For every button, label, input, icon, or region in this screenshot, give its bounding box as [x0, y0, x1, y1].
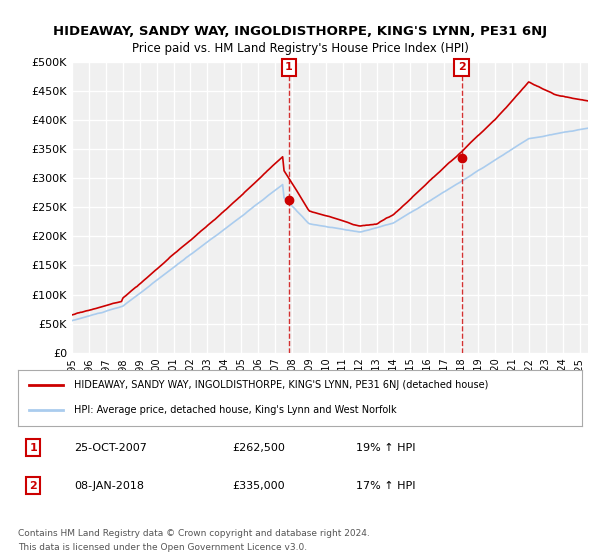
Text: 2: 2: [29, 480, 37, 491]
Text: HIDEAWAY, SANDY WAY, INGOLDISTHORPE, KING'S LYNN, PE31 6NJ: HIDEAWAY, SANDY WAY, INGOLDISTHORPE, KIN…: [53, 25, 547, 38]
Text: 25-OCT-2007: 25-OCT-2007: [74, 443, 147, 453]
Text: 17% ↑ HPI: 17% ↑ HPI: [356, 480, 416, 491]
Text: Contains HM Land Registry data © Crown copyright and database right 2024.: Contains HM Land Registry data © Crown c…: [18, 529, 370, 538]
Text: 08-JAN-2018: 08-JAN-2018: [74, 480, 145, 491]
Text: HPI: Average price, detached house, King's Lynn and West Norfolk: HPI: Average price, detached house, King…: [74, 405, 397, 415]
Text: 2: 2: [458, 62, 466, 72]
Text: 1: 1: [29, 443, 37, 453]
Text: 19% ↑ HPI: 19% ↑ HPI: [356, 443, 416, 453]
Text: This data is licensed under the Open Government Licence v3.0.: This data is licensed under the Open Gov…: [18, 543, 307, 552]
Text: £335,000: £335,000: [232, 480, 285, 491]
Text: HIDEAWAY, SANDY WAY, INGOLDISTHORPE, KING'S LYNN, PE31 6NJ (detached house): HIDEAWAY, SANDY WAY, INGOLDISTHORPE, KIN…: [74, 380, 489, 390]
Text: Price paid vs. HM Land Registry's House Price Index (HPI): Price paid vs. HM Land Registry's House …: [131, 42, 469, 55]
Text: 1: 1: [285, 62, 293, 72]
Text: £262,500: £262,500: [232, 443, 285, 453]
